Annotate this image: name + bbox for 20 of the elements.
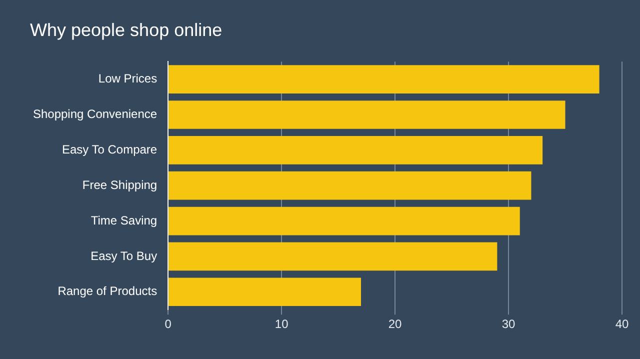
bar [168,242,498,271]
x-tick-label: 0 [164,317,172,332]
y-tick-label: Free Shipping [82,178,158,192]
y-tick-label: Low Prices [98,72,158,86]
y-tick-label: Shopping Convenience [32,107,158,122]
y-tick-label: Easy To Compare [62,142,158,156]
x-tick-label: 30 [502,317,516,332]
bar [168,100,566,129]
bar [168,136,543,164]
bar [168,65,600,94]
y-tick-label: Time Saving [90,213,158,228]
x-tick-label: 20 [388,317,402,332]
y-tick-label: Range of Products [58,284,158,298]
y-tick-label: Easy To Buy [90,248,158,263]
chart-title: Why people shop online [30,20,222,40]
x-tick-label: 40 [615,317,629,332]
bar [168,278,362,306]
bar [168,206,520,236]
x-tick-label: 10 [274,317,289,332]
bar [168,171,532,200]
